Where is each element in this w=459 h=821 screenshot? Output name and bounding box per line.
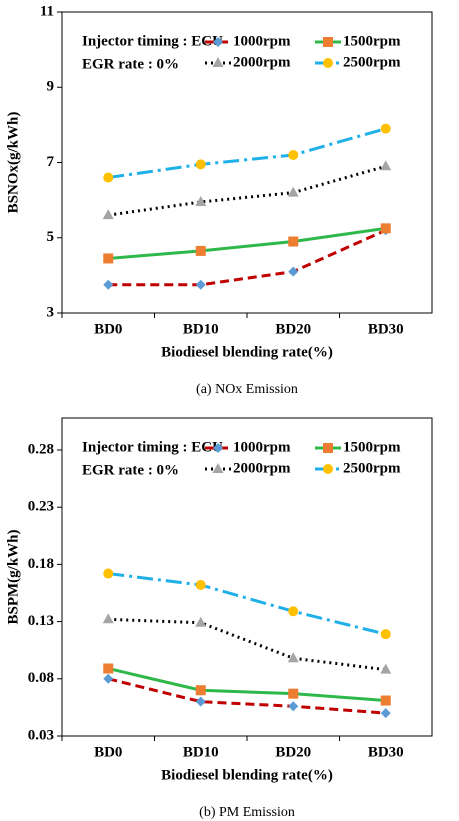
marker	[195, 685, 206, 696]
legend-label: 1000rpm	[233, 33, 291, 49]
marker	[287, 186, 299, 197]
marker	[103, 172, 114, 183]
series-line	[107, 677, 386, 715]
annotation: EGR rate : 0%	[82, 462, 179, 478]
legend-label: 1000rpm	[233, 439, 291, 455]
annotation: EGR rate : 0%	[82, 56, 179, 72]
series-line	[108, 164, 387, 217]
legend-marker	[212, 57, 224, 67]
legend-label: 2000rpm	[233, 460, 291, 476]
legend-marker	[213, 37, 223, 47]
marker	[103, 253, 114, 264]
marker	[287, 652, 299, 663]
marker	[103, 673, 114, 684]
series-line	[108, 228, 387, 287]
marker	[288, 606, 299, 617]
y-tick-label: 0.08	[28, 670, 54, 686]
marker	[380, 663, 392, 674]
x-tick-label: BD0	[94, 744, 122, 760]
annotation: Injector timing : ECU	[82, 33, 223, 49]
x-tick-label: BD20	[275, 321, 311, 337]
y-tick-label: 11	[40, 3, 54, 19]
series-line	[108, 617, 386, 672]
legend-label: 1500rpm	[343, 33, 401, 49]
marker	[195, 579, 206, 590]
y-axis-label: BSNOx(g/kWh)	[5, 112, 21, 214]
marker	[195, 245, 206, 256]
marker	[103, 279, 114, 290]
marker	[103, 663, 114, 674]
annotation: Injector timing : ECU	[82, 439, 223, 455]
x-axis-label: Biodiesel blending rate(%)	[161, 767, 333, 783]
series-line	[108, 127, 387, 180]
marker	[195, 196, 207, 207]
marker	[380, 223, 391, 234]
legend-marker	[323, 58, 333, 68]
marker	[195, 279, 206, 290]
marker	[102, 209, 114, 220]
y-tick-label: 7	[47, 154, 55, 170]
y-tick-label: 0.13	[28, 613, 54, 629]
x-tick-label: BD30	[368, 744, 404, 760]
marker	[380, 160, 392, 171]
legend-marker	[323, 37, 333, 47]
marker	[288, 149, 299, 160]
x-tick-label: BD0	[94, 321, 122, 337]
marker	[288, 688, 299, 699]
y-tick-label: 9	[47, 79, 55, 95]
y-axis-label: BSPM(g/kWh)	[5, 529, 21, 624]
marker	[288, 701, 299, 712]
x-axis-label: Biodiesel blending rate(%)	[161, 344, 333, 360]
legend-marker	[323, 464, 333, 474]
marker	[103, 568, 114, 579]
marker	[195, 696, 206, 707]
marker	[288, 236, 299, 247]
y-tick-label: 3	[47, 304, 55, 320]
y-tick-label: 0.03	[28, 727, 54, 743]
marker	[102, 613, 114, 624]
caption: (a) NOx Emission	[196, 382, 298, 397]
y-tick-label: 5	[47, 229, 55, 245]
x-tick-label: BD30	[368, 321, 404, 337]
marker	[380, 708, 391, 719]
legend-marker	[323, 443, 333, 453]
x-tick-label: BD10	[183, 321, 219, 337]
y-tick-label: 0.28	[28, 441, 54, 457]
marker	[288, 266, 299, 277]
y-tick-label: 0.18	[28, 556, 54, 572]
legend-label: 1500rpm	[343, 439, 401, 455]
legend-label: 2000rpm	[233, 54, 291, 70]
marker	[380, 123, 391, 134]
legend-marker	[213, 443, 223, 453]
legend-label: 2500rpm	[343, 460, 401, 476]
series-line	[107, 667, 386, 703]
marker	[380, 629, 391, 640]
marker	[195, 616, 207, 627]
x-tick-label: BD20	[275, 744, 311, 760]
series-line	[108, 572, 387, 636]
y-tick-label: 0.23	[28, 499, 54, 515]
series-line	[108, 226, 386, 260]
legend-marker	[212, 463, 224, 473]
marker	[195, 159, 206, 170]
legend-label: 2500rpm	[343, 54, 401, 70]
marker	[380, 695, 391, 706]
caption: (b) PM Emission	[199, 805, 295, 820]
x-tick-label: BD10	[183, 744, 219, 760]
